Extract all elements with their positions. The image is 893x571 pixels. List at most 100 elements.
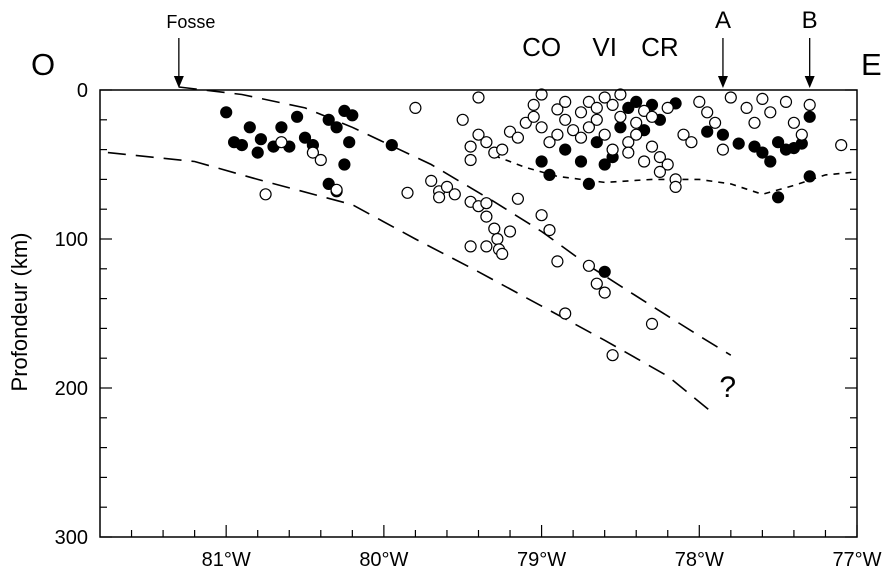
event-point-open: [489, 223, 500, 234]
event-point-open: [552, 256, 563, 267]
event-point-open: [497, 144, 508, 155]
event-point-open: [528, 111, 539, 122]
event-point-open: [410, 102, 421, 113]
event-point-open: [607, 144, 618, 155]
event-point-open: [781, 96, 792, 107]
event-point-open: [694, 96, 705, 107]
event-point-open: [670, 181, 681, 192]
y-tick-label: 0: [77, 80, 88, 102]
marker-label: VI: [592, 32, 617, 62]
event-point-open: [457, 114, 468, 125]
orientation-right-label: E: [861, 47, 882, 82]
event-point-open: [512, 193, 523, 204]
event-point-open: [465, 155, 476, 166]
event-point-open: [536, 122, 547, 133]
event-point-filled: [717, 129, 728, 140]
event-point-open: [481, 137, 492, 148]
event-point-filled: [702, 126, 713, 137]
event-point-open: [576, 132, 587, 143]
event-point-open: [702, 107, 713, 118]
event-point-open: [591, 102, 602, 113]
x-tick-label: 77°W: [832, 549, 881, 571]
event-point-open: [315, 155, 326, 166]
event-point-open: [497, 248, 508, 259]
marker-label: A: [715, 7, 731, 34]
top-markers: FosseCO VI CRA B: [166, 7, 817, 88]
marker-arrow-head: [805, 76, 815, 88]
event-point-filled: [236, 140, 247, 151]
marker-label: Fosse: [166, 12, 215, 32]
event-point-filled: [244, 122, 255, 133]
event-point-open: [741, 102, 752, 113]
event-point-filled: [560, 144, 571, 155]
axis-ticks: [100, 90, 857, 537]
event-point-open: [710, 117, 721, 128]
event-point-open: [434, 192, 445, 203]
event-point-open: [481, 198, 492, 209]
event-point-filled: [576, 156, 587, 167]
event-point-open: [402, 187, 413, 198]
event-point-open: [591, 278, 602, 289]
event-point-filled: [331, 122, 342, 133]
event-point-filled: [733, 138, 744, 149]
event-point-open: [836, 140, 847, 151]
event-point-open: [465, 241, 476, 252]
plot-frame: [100, 90, 857, 537]
event-point-filled: [276, 122, 287, 133]
event-point-open: [492, 234, 503, 245]
event-point-open: [505, 226, 516, 237]
event-point-filled: [221, 107, 232, 118]
event-point-filled: [292, 111, 303, 122]
event-point-open: [560, 96, 571, 107]
event-point-open: [757, 93, 768, 104]
y-axis-label: Profondeur (km): [7, 233, 32, 392]
event-point-open: [481, 241, 492, 252]
y-tick-label: 100: [55, 229, 88, 251]
event-point-filled: [252, 147, 263, 158]
event-point-filled: [386, 140, 397, 151]
event-point-open: [662, 102, 673, 113]
event-point-filled: [765, 156, 776, 167]
event-point-open: [449, 189, 460, 200]
event-point-filled: [344, 137, 355, 148]
annotations: ?: [719, 371, 736, 404]
y-tick-label: 200: [55, 378, 88, 400]
event-point-open: [804, 99, 815, 110]
event-point-open: [528, 99, 539, 110]
marker-arrow-head: [718, 76, 728, 88]
event-point-open: [686, 137, 697, 148]
event-point-open: [599, 92, 610, 103]
event-point-open: [536, 210, 547, 221]
event-point-open: [615, 111, 626, 122]
event-point-filled: [631, 96, 642, 107]
event-point-filled: [804, 171, 815, 182]
event-point-open: [583, 260, 594, 271]
event-point-open: [765, 107, 776, 118]
seismicity-points: [221, 89, 847, 361]
event-point-open: [544, 225, 555, 236]
event-point-open: [796, 129, 807, 140]
event-point-filled: [757, 147, 768, 158]
marker-arrow-head: [174, 76, 184, 88]
event-point-filled: [347, 110, 358, 121]
x-tick-label: 79°W: [517, 549, 566, 571]
event-point-open: [654, 166, 665, 177]
event-point-filled: [536, 156, 547, 167]
event-point-filled: [615, 122, 626, 133]
event-point-filled: [599, 266, 610, 277]
event-point-open: [260, 189, 271, 200]
event-point-open: [788, 117, 799, 128]
event-point-filled: [255, 134, 266, 145]
marker-label: CO: [522, 32, 561, 62]
event-point-filled: [773, 192, 784, 203]
event-point-filled: [544, 169, 555, 180]
event-point-open: [717, 144, 728, 155]
event-point-open: [725, 92, 736, 103]
x-tick-label: 81°W: [202, 549, 251, 571]
event-point-open: [583, 122, 594, 133]
event-point-open: [465, 141, 476, 152]
event-point-open: [647, 141, 658, 152]
event-point-open: [631, 117, 642, 128]
orientation-left-label: O: [31, 47, 55, 82]
